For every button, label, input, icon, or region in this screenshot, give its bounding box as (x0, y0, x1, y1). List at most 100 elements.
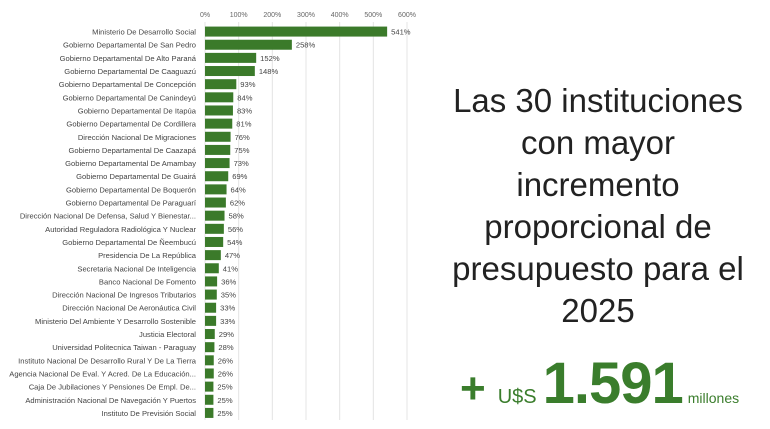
category-label: Ministerio De Desarrollo Social (92, 28, 196, 37)
data-label: 47% (225, 251, 240, 260)
data-label: 54% (227, 238, 242, 247)
category-label: Gobierno Departamental De Amambay (65, 159, 196, 168)
headline-line: presupuesto para el (452, 250, 744, 287)
data-label: 25% (217, 396, 232, 405)
data-label: 83% (237, 106, 252, 115)
bar (205, 315, 217, 326)
category-label: Banco Nacional De Fomento (99, 277, 196, 286)
category-label: Autoridad Reguladora Radiológica Y Nucle… (45, 225, 196, 234)
bar (205, 210, 225, 221)
data-label: 84% (237, 93, 252, 102)
data-label: 33% (220, 304, 235, 313)
category-label: Gobierno Departamental De Alto Paraná (60, 54, 197, 63)
bar (205, 368, 214, 379)
data-label: 29% (219, 330, 234, 339)
bar (205, 407, 214, 418)
x-tick-label: 0% (200, 12, 210, 19)
bar (205, 171, 229, 182)
category-label: Administración Nacional De Navegación Y … (25, 396, 196, 405)
category-label: Dirección Nacional De Defensa, Salud Y B… (20, 212, 196, 221)
bar (205, 394, 214, 405)
category-label: Gobierno Departamental De Guairá (76, 172, 197, 181)
headline-line: 2025 (561, 292, 635, 329)
bar (205, 381, 214, 392)
category-label: Instituto Nacional De Desarrollo Rural Y… (18, 356, 197, 365)
category-label: Universidad Politecnica Taiwan - Paragua… (52, 343, 196, 352)
data-label: 69% (232, 172, 247, 181)
bar (205, 197, 226, 208)
plus-sign: + (460, 364, 486, 413)
x-tick-label: 400% (331, 12, 349, 19)
bar (205, 276, 218, 287)
data-label: 26% (218, 356, 233, 365)
data-label: 26% (218, 369, 233, 378)
data-label: 58% (229, 212, 244, 221)
data-label: 36% (221, 277, 236, 286)
data-label: 41% (223, 264, 238, 273)
bar (205, 329, 215, 340)
category-label: Gobierno Departamental De Cordillera (66, 120, 196, 129)
data-label: 64% (231, 185, 246, 194)
data-label: 62% (230, 199, 245, 208)
bar (205, 342, 215, 353)
category-label: Gobierno Departamental De Ñeembucú (62, 238, 196, 247)
bar (205, 26, 388, 37)
headline-line: incremento (516, 166, 680, 203)
category-label: Dirección Nacional De Migraciones (78, 133, 196, 142)
data-label: 93% (240, 80, 255, 89)
data-label: 75% (234, 146, 249, 155)
data-label: 28% (218, 343, 233, 352)
bar (205, 184, 227, 195)
x-tick-label: 500% (364, 12, 382, 19)
headline-line: proporcional de (484, 208, 712, 245)
category-label: Agencia Nacional De Eval. Y Acred. De La… (9, 369, 196, 378)
headline: Las 30 instituciones con mayor increment… (430, 80, 766, 332)
data-label: 258% (296, 41, 316, 50)
bar-chart: 0% 100% 200% 300% 400% 500% 600% Ministerio De … (9, 12, 416, 420)
category-label: Gobierno Departamental De Boquerón (66, 185, 196, 194)
bar (205, 52, 257, 63)
bar (205, 250, 221, 261)
bar (205, 92, 234, 103)
data-label: 81% (236, 120, 251, 129)
bar (205, 236, 224, 247)
category-label: Gobierno Departamental De Paraguarí (66, 199, 197, 208)
bar (205, 144, 231, 155)
data-label: 73% (234, 159, 249, 168)
data-label: 76% (235, 133, 250, 142)
category-label: Gobierno Departamental De Itapúa (78, 106, 197, 115)
headline-line: con mayor (520, 124, 676, 161)
category-label: Gobierno Departamental De Canindeyú (63, 93, 196, 102)
x-tick-label: 300% (297, 12, 315, 19)
bar (205, 66, 255, 77)
currency: U$S (497, 386, 537, 408)
data-label: 148% (259, 67, 279, 76)
data-label: 35% (221, 291, 236, 300)
data-label: 56% (228, 225, 243, 234)
bar (205, 105, 233, 116)
bar (205, 263, 219, 274)
category-label: Gobierno Departamental De Caaguazú (64, 67, 196, 76)
bar (205, 39, 292, 50)
bar (205, 289, 217, 300)
data-label: 25% (217, 383, 232, 392)
data-label: 25% (217, 409, 232, 418)
data-label: 33% (220, 317, 235, 326)
x-tick-label: 100% (230, 12, 248, 19)
x-tick-label: 600% (398, 12, 416, 19)
bar (205, 355, 214, 366)
total-increase: + U$S 1.591 millones (460, 350, 739, 417)
data-label: 152% (260, 54, 280, 63)
x-tick-label: 200% (263, 12, 281, 19)
category-label: Justicia Electoral (139, 330, 196, 339)
category-label: Gobierno Departamental De Concepción (59, 80, 196, 89)
category-label: Presidencia De La República (98, 251, 197, 260)
total-unit: millones (687, 390, 740, 406)
category-label: Ministerio Del Ambiente Y Desarrollo Sos… (35, 317, 196, 326)
data-label: 541% (391, 28, 411, 37)
bar (205, 118, 233, 129)
category-label: Dirección Nacional De Ingresos Tributari… (52, 291, 196, 300)
total-amount: 1.591 (542, 351, 684, 416)
bar (205, 302, 217, 313)
bar (205, 79, 237, 90)
